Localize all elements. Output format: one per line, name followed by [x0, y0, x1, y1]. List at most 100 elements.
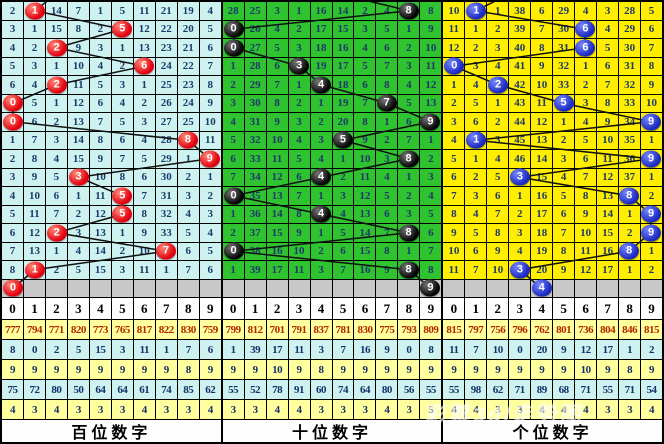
cell: 6: [199, 39, 221, 57]
stat-cell: 9: [443, 360, 465, 379]
cell: 13: [89, 224, 111, 242]
cell: [376, 94, 398, 112]
stat-cell: 9: [597, 360, 619, 379]
cell: 2: [199, 187, 221, 205]
stat-cell: 9: [45, 360, 67, 379]
cell: 7: [177, 261, 199, 279]
cell: 3: [288, 113, 310, 131]
stat-cell: 64: [111, 380, 133, 399]
cell: 11: [531, 94, 553, 112]
cell: 3: [111, 76, 133, 94]
cell: 8: [575, 187, 597, 205]
cell: 4: [23, 76, 45, 94]
cell: [575, 20, 597, 38]
cell: 35: [619, 131, 641, 149]
cell: [111, 187, 133, 205]
cell: 28: [244, 57, 266, 75]
cell: 26: [155, 94, 177, 112]
cell: [553, 94, 575, 112]
cell: 8: [597, 94, 619, 112]
cell: 2: [376, 131, 398, 149]
cell: 11: [288, 261, 310, 279]
stat-cell: 55: [222, 380, 244, 399]
cell: 34: [619, 113, 641, 131]
cell: 8: [133, 205, 155, 223]
cell: 7: [465, 261, 487, 279]
cell: 11: [443, 20, 465, 38]
cell: 5: [111, 113, 133, 131]
cell: 9: [354, 131, 376, 149]
cell: 7: [222, 168, 244, 186]
cell: 10: [443, 2, 465, 20]
cell: [443, 279, 465, 297]
cell: 6: [2, 76, 23, 94]
stat-cell: 9: [2, 360, 23, 379]
stat-cell: 55: [597, 380, 619, 399]
stat-cell: 830: [354, 320, 376, 339]
cell: 11: [23, 205, 45, 223]
cell: 12: [133, 20, 155, 38]
column-header: 9: [199, 298, 221, 319]
cell: [199, 150, 221, 168]
cell: 1: [133, 76, 155, 94]
cell: 14: [332, 2, 354, 20]
column-header: 8: [177, 298, 199, 319]
cell: 7: [420, 242, 442, 260]
cell: 9: [67, 39, 89, 57]
cell: 31: [244, 113, 266, 131]
cell: [23, 261, 45, 279]
cell: [155, 242, 177, 260]
cell: 7: [45, 205, 67, 223]
cell: 4: [443, 131, 465, 149]
cell: 3: [310, 131, 332, 149]
cell: 1: [111, 39, 133, 57]
stat-cell: 80: [45, 380, 67, 399]
stat-cell: 8: [420, 340, 442, 359]
cell: 11: [133, 261, 155, 279]
panel-hundreds-digit: 2 14 7 1 5 11 21 19 4 3 1 15 8 2 12 22 20 5 4 2 9 3 1 13 23 21 6 5 3…: [2, 2, 221, 442]
cell: 2: [575, 76, 597, 94]
cell: 4: [288, 131, 310, 149]
cell: 5: [133, 150, 155, 168]
cell: 33: [244, 150, 266, 168]
cell: 2: [420, 150, 442, 168]
cell: 5: [2, 57, 23, 75]
cell: 6: [2, 224, 23, 242]
cell: 12: [89, 205, 111, 223]
column-header: 0: [2, 298, 23, 319]
cell: 3: [553, 150, 575, 168]
cell: [177, 279, 199, 297]
cell: 5: [641, 2, 663, 20]
cell: 2: [23, 39, 45, 57]
cell: 35: [244, 187, 266, 205]
cell: 1: [619, 205, 641, 223]
cell: 1: [465, 150, 487, 168]
column-header: 5: [553, 298, 575, 319]
cell: 8: [487, 224, 509, 242]
cell: 10: [133, 242, 155, 260]
cell: 2: [222, 224, 244, 242]
cell: 13: [420, 94, 442, 112]
column-header: 8: [619, 298, 641, 319]
cell: 5: [23, 94, 45, 112]
cell: [509, 168, 531, 186]
cell: 1: [222, 261, 244, 279]
cell: [398, 150, 420, 168]
stat-cell: 52: [244, 380, 266, 399]
cell: 10: [23, 187, 45, 205]
cell: [619, 242, 641, 260]
cell: 8: [376, 242, 398, 260]
cell: 9: [23, 168, 45, 186]
cell: [641, 150, 663, 168]
cell: 3: [288, 39, 310, 57]
cell: 15: [354, 242, 376, 260]
stat-cell: 9: [376, 360, 398, 379]
column-header: 9: [420, 298, 442, 319]
cell: 5: [465, 94, 487, 112]
cell: [67, 168, 89, 186]
cell: 5: [45, 168, 67, 186]
cell: 3: [376, 150, 398, 168]
cell: 7: [2, 242, 23, 260]
cell: 19: [310, 57, 332, 75]
cell: 31: [619, 57, 641, 75]
